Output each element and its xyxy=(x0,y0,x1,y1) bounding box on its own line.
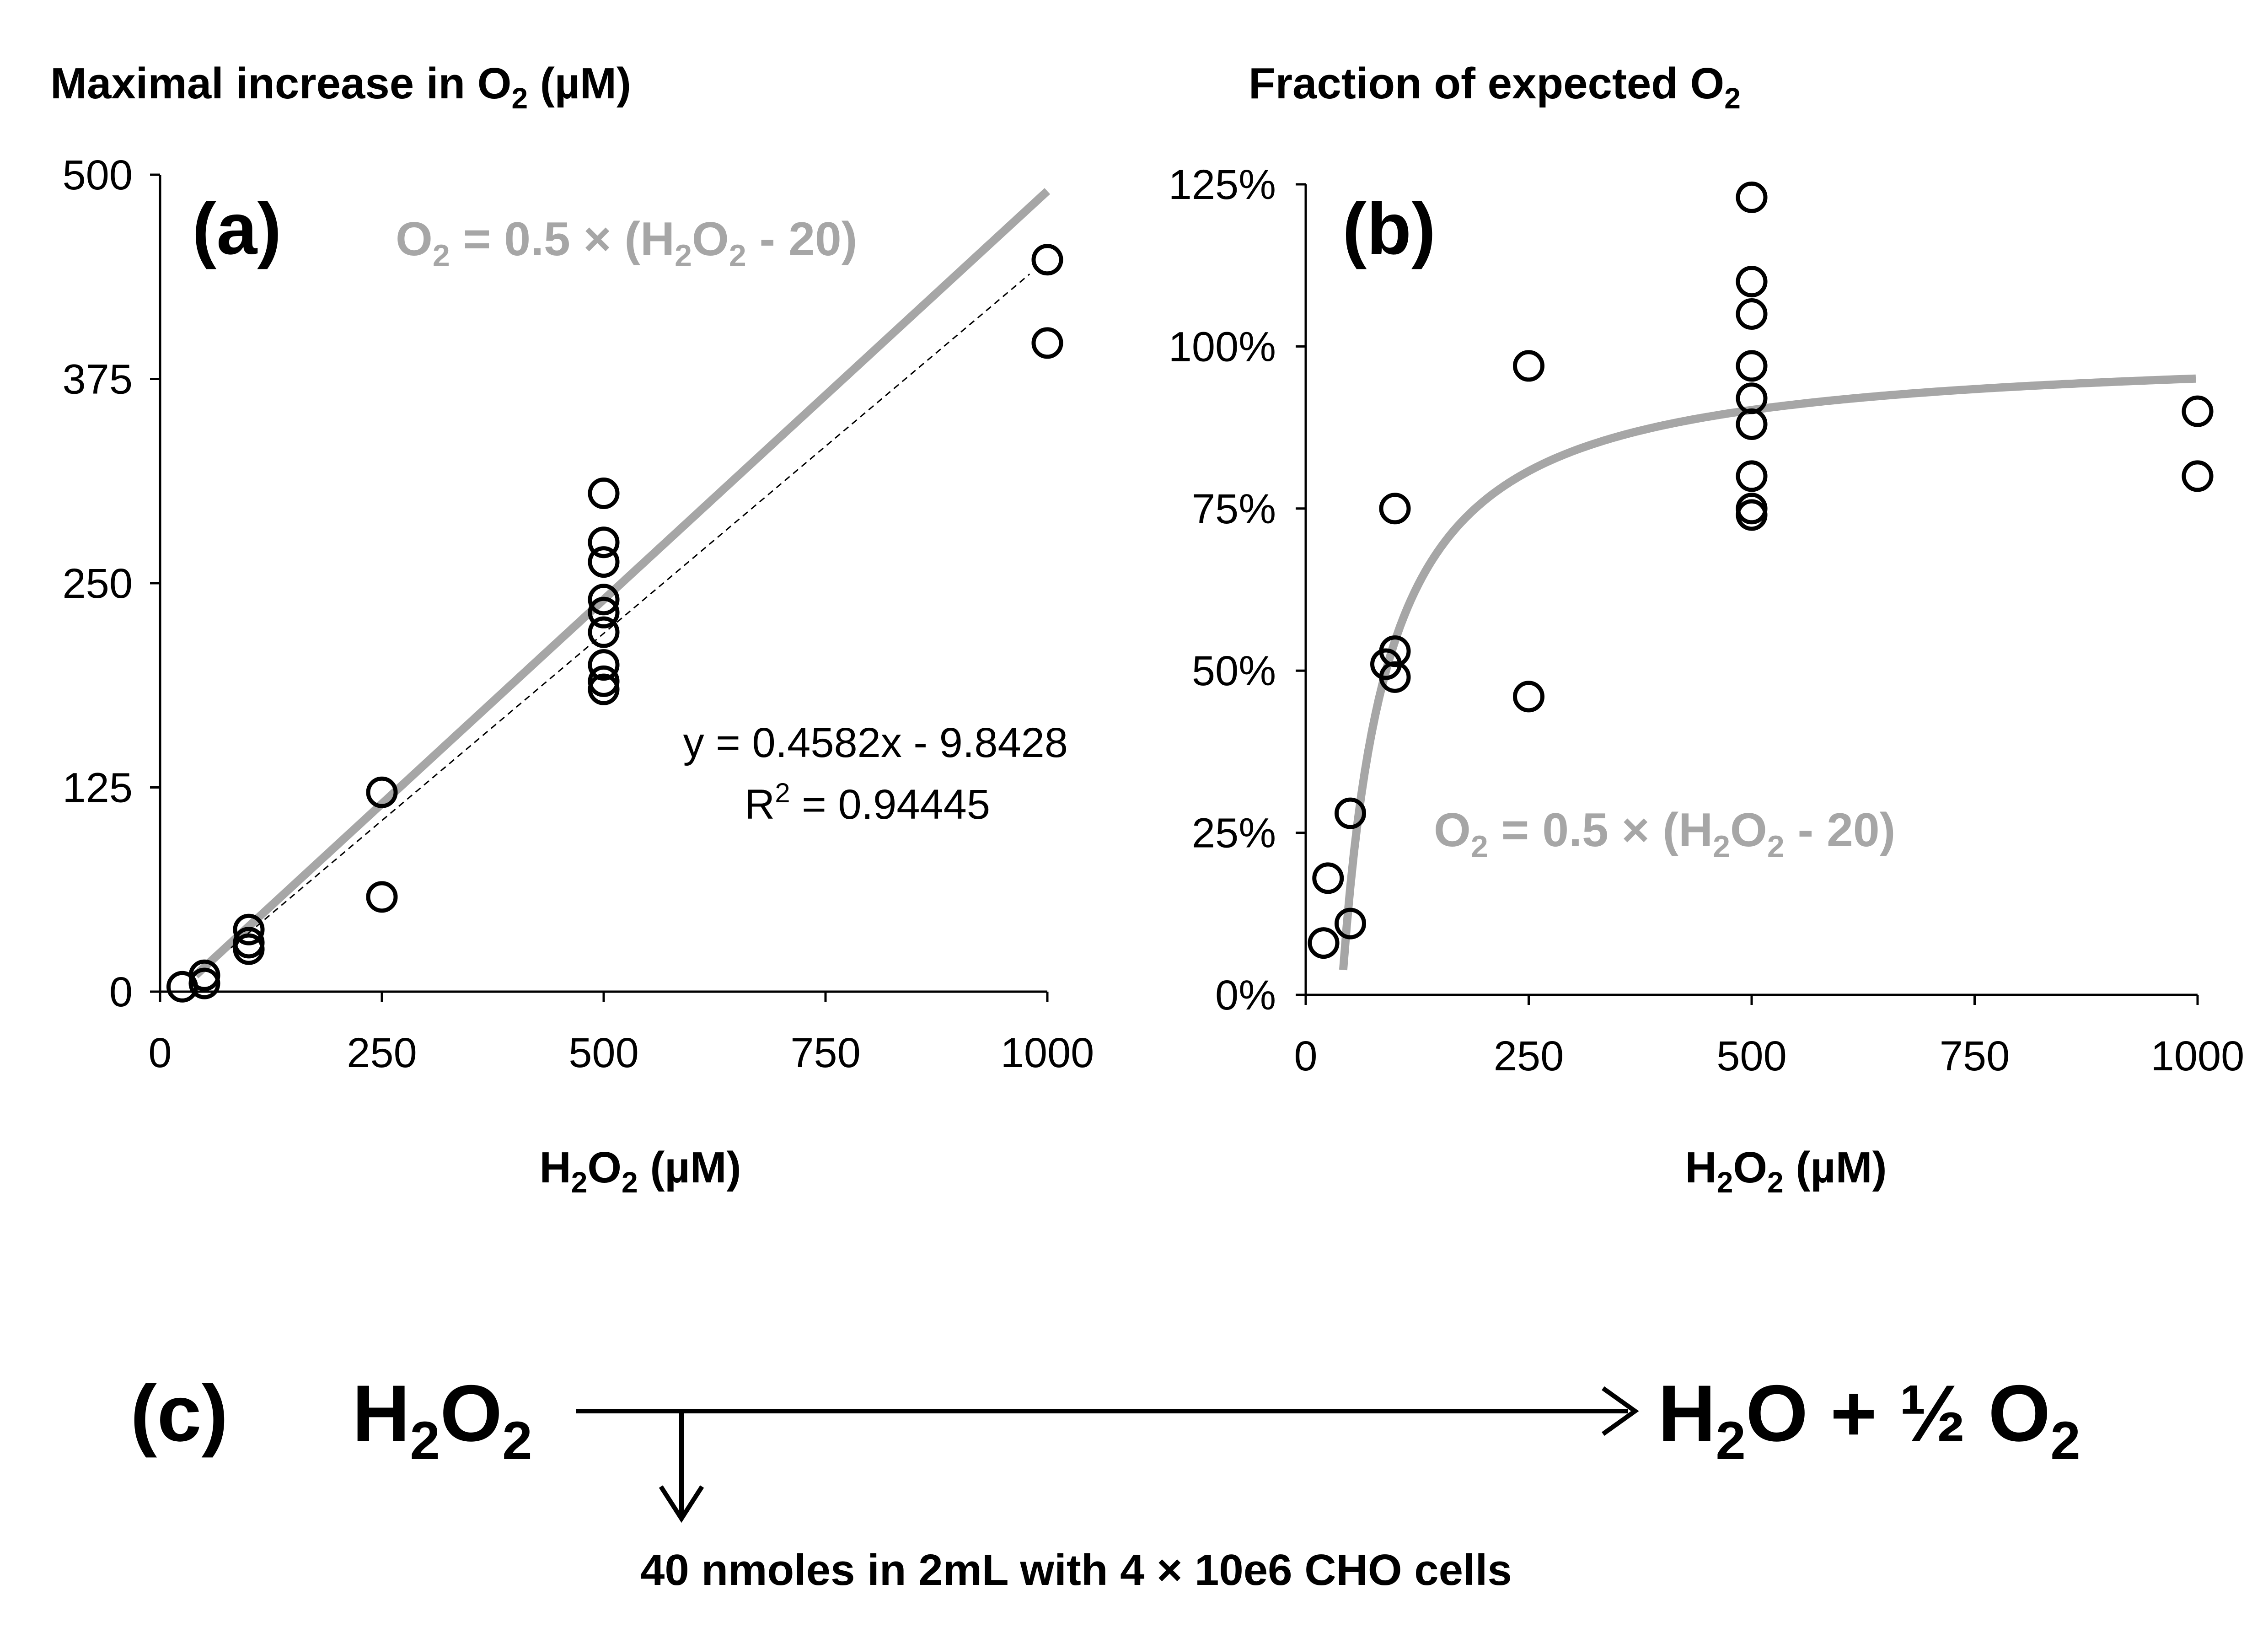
panel-b-model-curve xyxy=(1339,374,2197,971)
panel-a-data-point xyxy=(366,776,398,808)
panel-b-data-point xyxy=(1308,927,1340,959)
reaction-product: H2O + ½ O2 xyxy=(1658,1369,2080,1471)
panel-b-y-tick-label: 100% xyxy=(1169,323,1276,370)
panel-a-lines xyxy=(193,188,1051,978)
panel-a-data-point xyxy=(588,584,620,616)
panel-b-data-point xyxy=(1736,499,1768,531)
panel-b-y-tick-label: 125% xyxy=(1169,161,1276,208)
panel-b-y-tick-label: 50% xyxy=(1192,648,1276,694)
panel-a-trend-equation: y = 0.4582x - 9.8428 xyxy=(683,719,1068,766)
panel-b-data-point xyxy=(1736,408,1768,440)
panel-b-data-point xyxy=(1312,862,1344,894)
panel-a: Maximal increase in O2 (µM) (a) O2 = 0.5… xyxy=(50,59,1094,1199)
reaction-note: 40 nmoles in 2mL with 4 × 10e6 CHO cells xyxy=(640,1546,1512,1595)
panel-b-title: Fraction of expected O2 xyxy=(1249,59,1741,115)
branch-arrow-head xyxy=(659,1485,704,1523)
panel-a-x-axis-title: H2O2 (µM) xyxy=(539,1143,741,1199)
panel-a-x-tick-label: 1000 xyxy=(1001,1030,1094,1076)
panel-b-data-point xyxy=(1379,635,1411,667)
panel-b-data-point xyxy=(1736,181,1768,213)
panel-a-data-point xyxy=(588,665,620,697)
panel-a-data-point xyxy=(588,596,620,628)
panel-a-title: Maximal increase in O2 (µM) xyxy=(50,59,631,115)
panel-a-data-point xyxy=(233,927,265,959)
panel-a-y-tick-label: 375 xyxy=(63,356,133,403)
panel-a-points xyxy=(166,244,1063,1003)
panel-b-data-point xyxy=(1736,382,1768,414)
panel-b-axes: 0% 25% 50% 75% 100% 125% 0 250 500 750 1000 xyxy=(1169,161,2245,1079)
panel-a-data-point xyxy=(588,478,620,510)
panel-b-data-point xyxy=(1736,350,1768,382)
panel-b-data-point xyxy=(2182,460,2214,492)
panel-a-data-point xyxy=(188,967,220,999)
panel-a-y-tick-label: 250 xyxy=(63,560,133,607)
panel-b-model-formula: O2 = 0.5 × (H2O2 - 20) xyxy=(1434,804,1895,864)
panel-a-data-point xyxy=(1031,327,1063,359)
panel-a-model-formula: O2 = 0.5 × (H2O2 - 20) xyxy=(396,213,857,273)
panel-a-data-point xyxy=(588,546,620,578)
panel-a-data-point xyxy=(588,526,620,558)
panel-b-x-tick-label: 500 xyxy=(1716,1033,1787,1079)
panel-b-x-tick-label: 250 xyxy=(1494,1033,1564,1079)
panel-b: Fraction of expected O2 (b) O2 = 0.5 × (… xyxy=(1169,59,2245,1199)
panel-a-data-point xyxy=(588,616,620,648)
reaction-arrow-head xyxy=(1602,1386,1639,1436)
panel-a-x-tick-label: 250 xyxy=(347,1030,417,1076)
panel-a-x-tick-label: 0 xyxy=(148,1030,172,1076)
panel-b-lines xyxy=(1339,374,2197,971)
panel-b-y-tick-label: 75% xyxy=(1192,486,1276,532)
panel-b-x-tick-label: 0 xyxy=(1294,1033,1317,1079)
panel-b-label: (b) xyxy=(1342,188,1436,269)
panel-b-y-tick-label: 25% xyxy=(1192,810,1276,857)
reaction-scheme: (c) H2O2 H2O + ½ O2 40 nmoles in 2mL wit… xyxy=(130,1369,2080,1595)
panel-b-data-point xyxy=(1736,493,1768,525)
panel-a-x-tick-label: 500 xyxy=(568,1030,639,1076)
panel-b-x-axis-title: H2O2 (µM) xyxy=(1685,1143,1887,1199)
panel-a-data-point xyxy=(233,913,265,945)
panel-a-y-tick-label: 125 xyxy=(63,765,133,811)
panel-a-data-point xyxy=(588,673,620,705)
panel-b-data-point xyxy=(1736,298,1768,330)
panel-a-data-point xyxy=(588,649,620,681)
panel-b-data-point xyxy=(1736,266,1768,298)
panel-a-data-point xyxy=(188,959,220,991)
panel-a-y-tick-label: 500 xyxy=(63,152,133,199)
reaction-reactant: H2O2 xyxy=(352,1369,532,1471)
panel-b-x-tick-label: 1000 xyxy=(2151,1033,2245,1079)
panel-b-data-point xyxy=(2182,395,2214,427)
panel-b-y-tick-label: 0% xyxy=(1215,972,1276,1019)
panel-a-data-point xyxy=(1031,244,1063,276)
panel-a-axes: 0 125 250 375 500 0 250 500 750 1000 xyxy=(63,152,1094,1076)
panel-a-r-squared: R2 = 0.94445 xyxy=(745,778,990,828)
panel-a-model-line xyxy=(193,188,1051,978)
panel-b-data-point xyxy=(1736,460,1768,492)
panel-a-data-point xyxy=(366,881,398,913)
panel-a-label: (a) xyxy=(192,188,282,269)
panel-b-points xyxy=(1308,181,2214,959)
panel-b-data-point xyxy=(1379,493,1411,525)
panel-b-data-point xyxy=(1513,681,1544,713)
panel-a-trendline xyxy=(231,274,1030,949)
panel-b-data-point xyxy=(1335,907,1366,940)
panel-a-x-tick-label: 750 xyxy=(790,1030,861,1076)
panel-c-label: (c) xyxy=(130,1369,228,1458)
panel-a-y-tick-label: 0 xyxy=(109,969,133,1015)
panel-b-data-point xyxy=(1335,797,1366,829)
panel-b-data-point xyxy=(1513,350,1544,382)
panel-b-x-tick-label: 750 xyxy=(1940,1033,2010,1079)
